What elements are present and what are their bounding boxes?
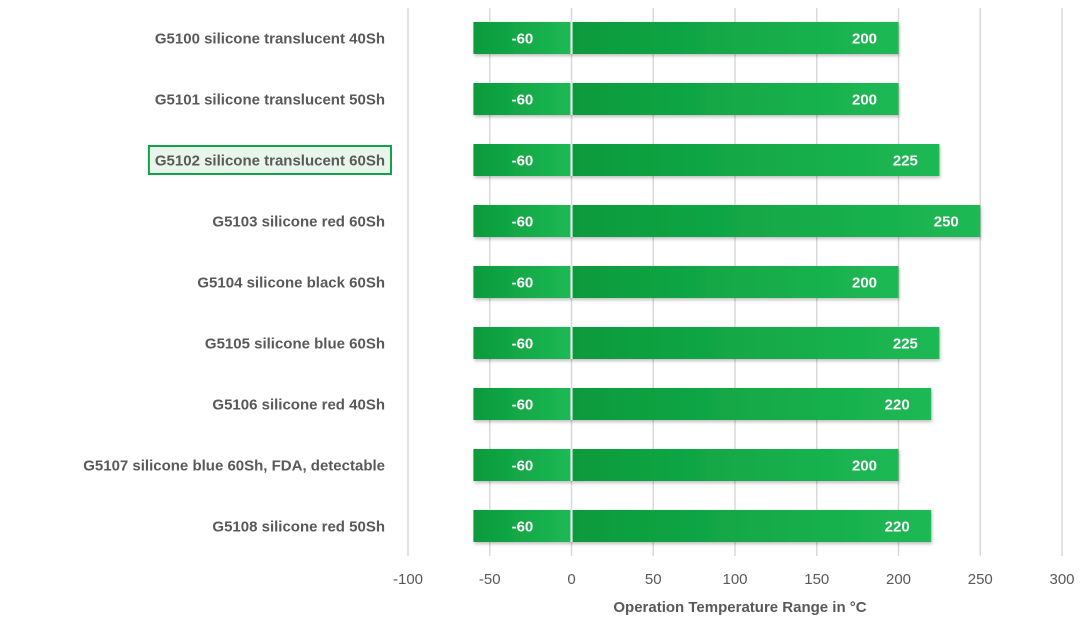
bar-value-label-max: 220 (885, 397, 910, 414)
bar-group: -60 220 (473, 510, 932, 542)
bar-group: -60 200 (473, 22, 899, 54)
bar-positive (571, 22, 899, 54)
bar-positive (571, 83, 899, 115)
category-label: G5107 silicone blue 60Sh, FDA, detectabl… (83, 458, 385, 475)
bar-value-label-min: -60 (512, 153, 534, 170)
bar-negative (473, 510, 572, 542)
bar-value-label-max: 200 (852, 31, 877, 48)
category-label: G5106 silicone red 40Sh (212, 397, 385, 414)
bar-group: -60 220 (473, 388, 932, 420)
category-label: G5101 silicone translucent 50Sh (155, 92, 385, 109)
x-tick-label: -100 (393, 571, 423, 588)
x-tick-label: 300 (1049, 571, 1074, 588)
bar-positive (571, 449, 899, 481)
bar-group: -60 250 (473, 205, 981, 237)
bar-negative (473, 388, 572, 420)
bar-negative (473, 144, 572, 176)
bar-negative (473, 266, 572, 298)
bar-value-label-min: -60 (512, 31, 534, 48)
x-axis-title: Operation Temperature Range in °C (613, 599, 866, 616)
bar-group: -60 200 (473, 266, 899, 298)
bar-group: -60 200 (473, 449, 899, 481)
bar-positive (571, 144, 940, 176)
bar-value-label-max: 200 (852, 458, 877, 475)
bar-positive (571, 266, 899, 298)
bar-value-label-max: 225 (893, 153, 918, 170)
bar-positive (571, 205, 981, 237)
bar-value-label-max: 250 (934, 214, 959, 231)
bar-value-label-max: 200 (852, 92, 877, 109)
x-tick-label: 200 (886, 571, 911, 588)
category-label: G5102 silicone translucent 60Sh (155, 153, 385, 170)
category-label: G5104 silicone black 60Sh (197, 275, 385, 292)
x-axis-ticks: -100 -50 0 50 100 150 200 250 300 (393, 571, 1075, 588)
bar-positive (571, 510, 932, 542)
bar-value-label-min: -60 (512, 397, 534, 414)
bar-negative (473, 205, 572, 237)
x-tick-label: -50 (479, 571, 501, 588)
category-label: G5100 silicone translucent 40Sh (155, 31, 385, 48)
bar-negative (473, 22, 572, 54)
bar-value-label-min: -60 (512, 458, 534, 475)
bar-value-label-min: -60 (512, 275, 534, 292)
bar-value-label-min: -60 (512, 336, 534, 353)
highlighted-label-box (147, 145, 392, 175)
bar-negative (473, 83, 572, 115)
bar-value-label-max: 225 (893, 336, 918, 353)
bar-group: -60 225 (473, 144, 940, 176)
x-tick-label: 0 (567, 571, 575, 588)
bar-positive (571, 327, 940, 359)
category-labels: G5100 silicone translucent 40Sh G5101 sil… (83, 31, 392, 536)
x-tick-label: 100 (722, 571, 747, 588)
bar-value-label-min: -60 (512, 214, 534, 231)
bar-value-label-min: -60 (512, 519, 534, 536)
x-tick-label: 150 (804, 571, 829, 588)
x-tick-label: 250 (968, 571, 993, 588)
category-label: G5108 silicone red 50Sh (212, 519, 385, 536)
x-tick-label: 50 (645, 571, 662, 588)
bar-positive (571, 388, 932, 420)
bar-group: -60 225 (473, 327, 940, 359)
bar-negative (473, 449, 572, 481)
category-label: G5105 silicone blue 60Sh (205, 336, 385, 353)
bar-value-label-max: 220 (885, 519, 910, 536)
bars: -60 200 -60 200 -60 225 -60 250 -60 200 -60 225 -60 2… (473, 22, 981, 542)
bar-group: -60 200 (473, 83, 899, 115)
bar-value-label-max: 200 (852, 275, 877, 292)
bar-negative (473, 327, 572, 359)
category-label: G5103 silicone red 60Sh (212, 214, 385, 231)
bar-value-label-min: -60 (512, 92, 534, 109)
